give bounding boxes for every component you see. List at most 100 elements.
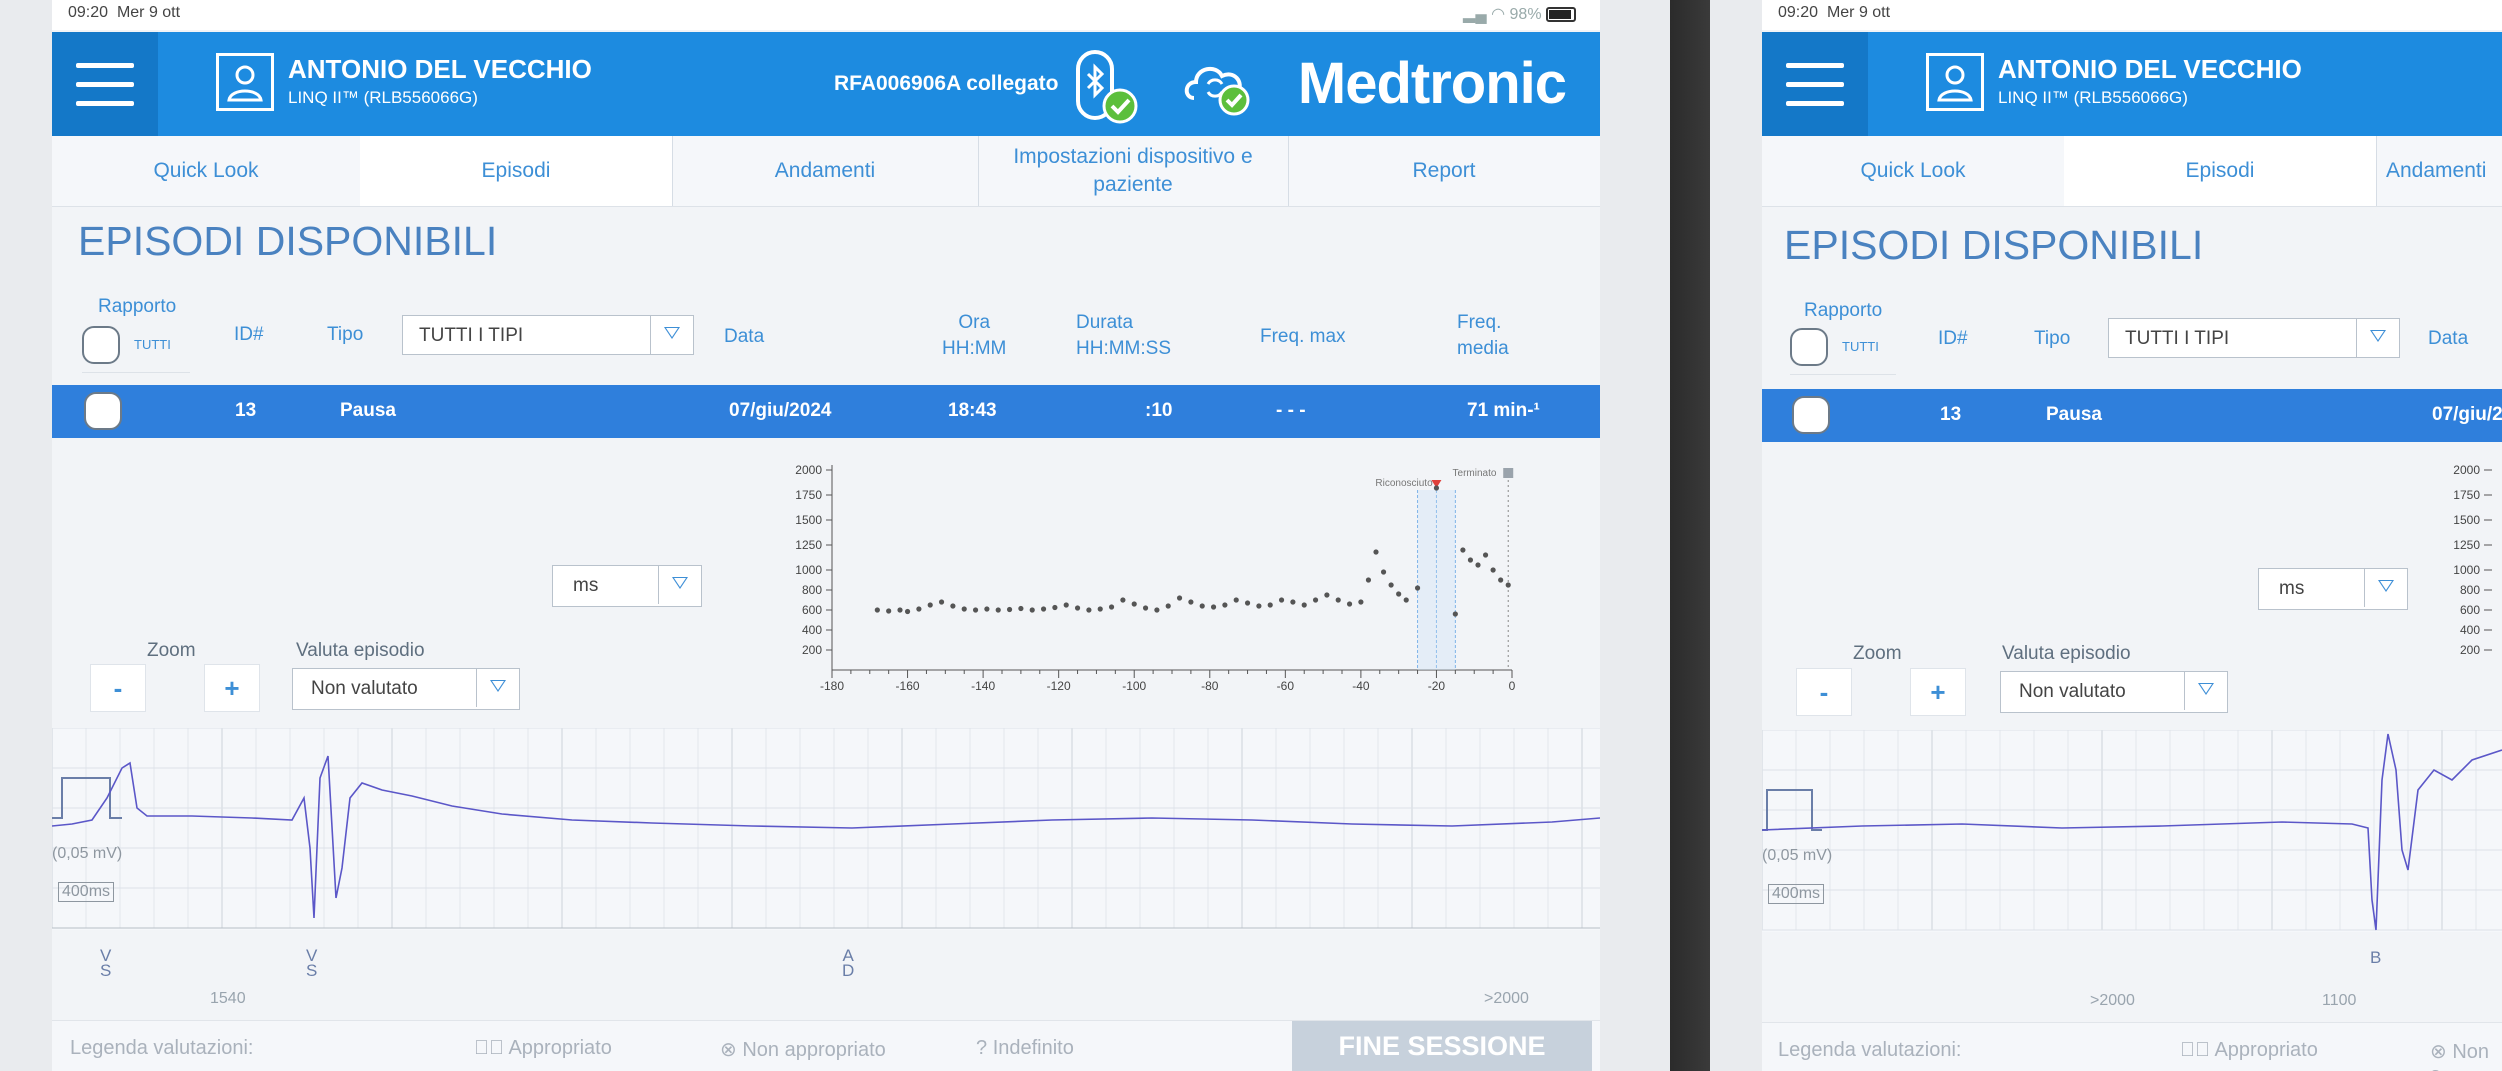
zoom-out-button[interactable]: - xyxy=(1796,668,1852,716)
tutti-label: TUTTI xyxy=(1842,339,1879,354)
y-tick-label: 1250 xyxy=(2453,538,2480,552)
chevron-down-icon xyxy=(476,669,519,707)
valuta-select-value: Non valutato xyxy=(311,678,418,699)
tipo-select[interactable]: TUTTI I TIPI xyxy=(402,315,694,355)
col-id: ID# xyxy=(234,324,264,345)
data-point xyxy=(972,607,979,613)
unit-select[interactable]: ms xyxy=(2258,568,2408,610)
legend-bar: Legenda valutazioni: ✓⃝ Appropriato ⊗ No… xyxy=(52,1020,1600,1071)
zoom-in-button[interactable]: + xyxy=(204,664,260,712)
data-point xyxy=(1460,547,1466,553)
col-freq-max: Freq. max xyxy=(1260,326,1346,347)
valuta-select[interactable]: Non valutato xyxy=(2000,671,2228,713)
data-point xyxy=(1040,606,1047,612)
data-point xyxy=(1388,582,1394,588)
x-tick-label: -120 xyxy=(1047,679,1071,693)
y-tick-label: 1250 xyxy=(795,538,822,552)
tab-quick-look[interactable]: Quick Look xyxy=(1762,136,2065,206)
battery-icon xyxy=(1546,7,1576,23)
fine-sessione-button[interactable]: FINE SESSIONE xyxy=(1292,1021,1592,1071)
tab-andamenti[interactable]: Andamenti xyxy=(2376,136,2502,206)
data-point xyxy=(1346,601,1353,607)
tab-impostazioni[interactable]: Impostazioni dispositivo e paziente xyxy=(978,136,1289,206)
y-tick-label: 1500 xyxy=(2453,513,2480,527)
data-point xyxy=(1403,597,1409,603)
data-point xyxy=(1222,602,1228,608)
tutti-label: TUTTI xyxy=(134,337,171,352)
rr-interval-chart-partial: 2000 1750 1500 1250 1000 800 600 400 200 xyxy=(2453,463,2492,657)
data-point xyxy=(1176,595,1183,601)
data-point xyxy=(927,602,933,608)
zoom-label: Zoom xyxy=(147,640,196,661)
unit-select[interactable]: ms xyxy=(552,565,702,607)
data-point xyxy=(1467,557,1474,563)
episode-row[interactable]: 13 Pausa 07/giu/2024 xyxy=(1762,389,2502,442)
x-tick-label: -160 xyxy=(896,679,920,693)
chevron-down-icon xyxy=(2364,569,2407,607)
data-point xyxy=(1006,606,1013,613)
y-tick-label: 400 xyxy=(802,623,822,637)
col-freq-media: Freq. media xyxy=(1457,312,1509,359)
status-bar: 09:20 Mer 9 ott ▂▄ ◠ 98% xyxy=(52,0,1600,30)
x-tick-label: -180 xyxy=(820,679,844,693)
y-tick-label: 1000 xyxy=(2453,563,2480,577)
valuta-label: Valuta episodio xyxy=(296,640,425,661)
app-header: ANTONIO DEL VECCHIO LINQ II™ (RLB556066G… xyxy=(1762,32,2502,136)
valuta-select[interactable]: Non valutato xyxy=(292,668,520,710)
status-time: 09:20 Mer 9 ott xyxy=(68,4,181,21)
episode-ora: 18:43 xyxy=(948,400,997,421)
tab-bar: Quick Look Episodi Andamenti xyxy=(1762,136,2502,207)
rapporto-all-control[interactable]: TUTTI xyxy=(82,320,190,373)
legend-bar: Legenda valutazioni: ✓⃝ Appropriato ⊗ No… xyxy=(1762,1022,2502,1071)
patient-name: ANTONIO DEL VECCHIO xyxy=(1998,54,2302,84)
patient-icon xyxy=(216,53,274,111)
menu-button[interactable] xyxy=(1762,32,1868,136)
tab-report[interactable]: Report xyxy=(1412,159,1476,182)
status-right: ▂▄ ◠ 98% xyxy=(1463,4,1576,24)
episode-checkbox[interactable] xyxy=(1792,396,1830,434)
menu-button[interactable] xyxy=(52,32,158,136)
ecg-strip xyxy=(1762,730,2502,932)
tab-andamenti[interactable]: Andamenti xyxy=(672,136,979,206)
episode-row[interactable]: 13 Pausa 07/giu/2024 18:43 :10 - - - 71 … xyxy=(52,385,1600,438)
data-point xyxy=(886,608,892,614)
app-header: ANTONIO DEL VECCHIO LINQ II™ (RLB556066G… xyxy=(52,32,1600,136)
chevron-down-icon xyxy=(650,316,693,354)
patient-name: ANTONIO DEL VECCHIO xyxy=(288,54,592,84)
riconosciuto-marker xyxy=(1431,480,1442,488)
detection-band xyxy=(1417,490,1456,670)
data-point xyxy=(1165,603,1171,609)
data-point xyxy=(916,606,922,612)
data-point xyxy=(1380,569,1387,575)
tab-episodi[interactable]: Episodi xyxy=(360,136,673,206)
legend-non-appropriato: ⊗ Non a xyxy=(2430,1041,2490,1071)
episode-tipo: Pausa xyxy=(340,400,396,421)
tab-bar: Quick Look Episodi Andamenti Impostazion… xyxy=(52,136,1600,207)
data-point xyxy=(1244,600,1251,606)
data-point xyxy=(1063,602,1069,608)
data-point xyxy=(1414,585,1421,591)
rapporto-all-control[interactable]: TUTTI xyxy=(1790,322,1896,375)
data-point xyxy=(874,607,880,613)
episode-id: 13 xyxy=(1940,404,1962,425)
episode-checkbox[interactable] xyxy=(84,392,122,430)
data-point xyxy=(1210,604,1217,610)
page-title: EPISODI DISPONIBILI xyxy=(78,218,498,264)
tab-episodi[interactable]: Episodi xyxy=(2064,136,2377,206)
zoom-in-button[interactable]: + xyxy=(1910,668,1966,716)
data-point xyxy=(1097,606,1103,612)
screen-divider xyxy=(1600,0,1762,1071)
data-point xyxy=(1335,597,1341,603)
select-all-checkbox[interactable] xyxy=(82,326,120,364)
zoom-label: Zoom xyxy=(1853,643,1902,664)
col-tipo: Tipo xyxy=(327,324,364,345)
y-tick-label: 600 xyxy=(802,603,822,617)
select-all-checkbox[interactable] xyxy=(1790,328,1828,366)
tab-quick-look[interactable]: Quick Look xyxy=(52,136,361,206)
col-tipo: Tipo xyxy=(2034,328,2071,349)
tipo-select[interactable]: TUTTI I TIPI xyxy=(2108,318,2400,358)
calibration-pulse xyxy=(52,777,122,819)
ecg-amplitude-scale: (0,05 mV) xyxy=(52,845,123,862)
data-point xyxy=(1278,597,1285,603)
zoom-out-button[interactable]: - xyxy=(90,664,146,712)
